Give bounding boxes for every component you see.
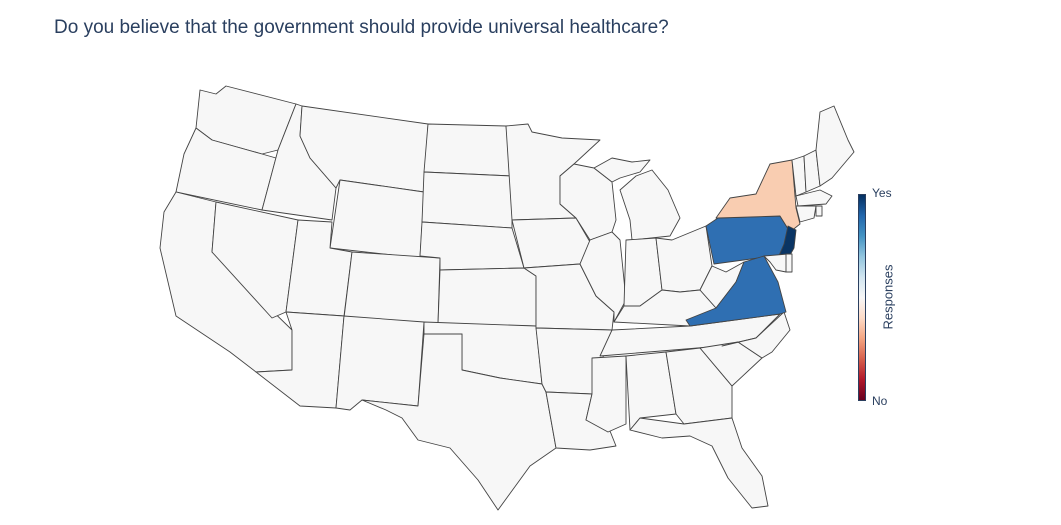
state-KS[interactable] (437, 267, 537, 327)
state-ND[interactable] (423, 123, 513, 177)
state-CT[interactable] (795, 205, 817, 223)
state-NY[interactable] (715, 159, 801, 233)
colorbar-tick-yes: Yes (872, 186, 892, 200)
state-WY[interactable] (329, 179, 425, 259)
state-MD[interactable] (763, 253, 789, 273)
state-NM[interactable] (335, 315, 425, 411)
state-WI[interactable] (559, 163, 617, 241)
state-MA[interactable] (795, 189, 833, 207)
state-CO[interactable] (343, 251, 441, 325)
state-VA[interactable] (685, 255, 787, 327)
chart-title: Do you believe that the government shoul… (54, 17, 669, 38)
colorbar-title: Responses (880, 264, 896, 330)
state-MI-upper[interactable] (593, 157, 651, 183)
state-NC[interactable] (721, 311, 791, 359)
colorbar-tick-no: No (872, 394, 888, 408)
state-SD[interactable] (421, 171, 513, 229)
state-IA[interactable] (511, 217, 591, 269)
state-FL[interactable] (629, 417, 769, 509)
state-TX[interactable] (361, 333, 557, 511)
state-AL[interactable] (625, 351, 677, 431)
state-MI[interactable] (619, 169, 681, 241)
state-DE[interactable] (785, 253, 793, 273)
state-MS[interactable] (585, 355, 627, 433)
state-NV[interactable] (211, 201, 299, 319)
colorbar (858, 194, 866, 401)
state-RI[interactable] (815, 205, 823, 217)
state-ME[interactable] (815, 105, 855, 187)
